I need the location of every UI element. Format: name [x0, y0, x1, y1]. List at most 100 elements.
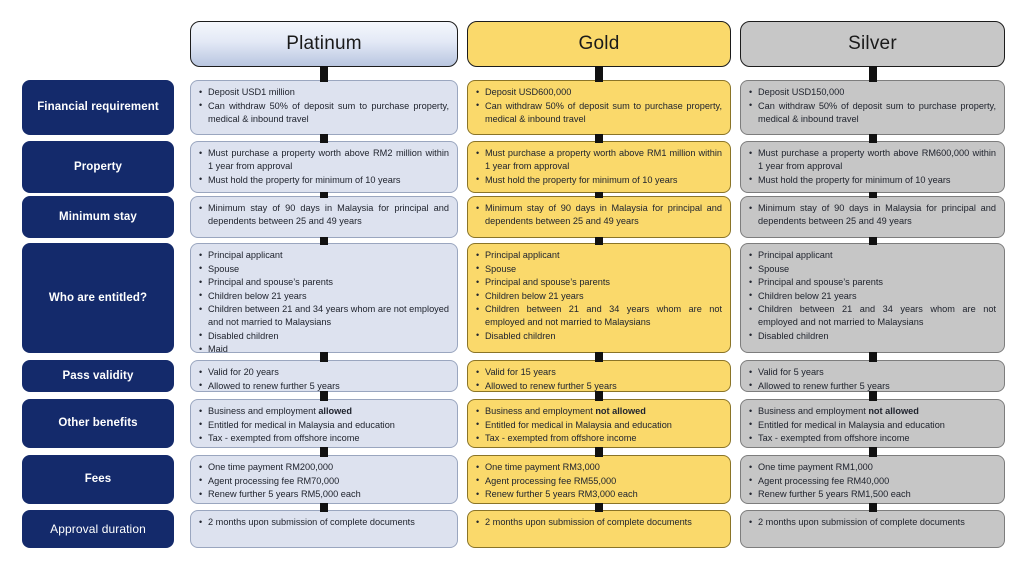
- row-label-1[interactable]: Property: [22, 141, 174, 193]
- row-label-text: Pass validity: [62, 369, 134, 382]
- connector-bar: [868, 237, 877, 245]
- cell-platinum-2[interactable]: Minimum stay of 90 days in Malaysia for …: [190, 196, 458, 238]
- row-label-6[interactable]: Fees: [22, 455, 174, 504]
- connector-bar: [868, 134, 877, 143]
- connector-bar: [868, 391, 877, 401]
- cell-platinum-1[interactable]: Must purchase a property worth above RM2…: [190, 141, 458, 193]
- bullet-list: Deposit USD1 millionCan withdraw 50% of …: [197, 85, 449, 126]
- row-label-5[interactable]: Other benefits: [22, 399, 174, 448]
- tier-header-label: Silver: [848, 33, 897, 54]
- connector-bar: [320, 237, 328, 245]
- bullet-item: Must purchase a property worth above RM1…: [474, 146, 722, 173]
- bullet-item: Must hold the property for minimum of 10…: [747, 173, 996, 187]
- row-label-text: Minimum stay: [59, 210, 137, 223]
- bullet-item: Can withdraw 50% of deposit sum to purch…: [474, 99, 722, 126]
- cell-gold-5[interactable]: Business and employment not allowedEntit…: [467, 399, 731, 448]
- row-label-4[interactable]: Pass validity: [22, 360, 174, 392]
- cell-gold-6[interactable]: One time payment RM3,000Agent processing…: [467, 455, 731, 504]
- cell-gold-3[interactable]: Principal applicantSpousePrincipal and s…: [467, 243, 731, 353]
- tier-header-label: Platinum: [286, 33, 362, 54]
- row-label-0[interactable]: Financial requirement: [22, 80, 174, 135]
- cell-platinum-4[interactable]: Valid for 20 yearsAllowed to renew furth…: [190, 360, 458, 392]
- row-label-text: Property: [73, 160, 123, 173]
- connector-bar: [595, 503, 603, 512]
- cell-silver-2[interactable]: Minimum stay of 90 days in Malaysia for …: [740, 196, 1005, 238]
- bullet-item: Entitled for medical in Malaysia and edu…: [474, 418, 722, 432]
- cell-platinum-3[interactable]: Principal applicantSpousePrincipal and s…: [190, 243, 458, 356]
- bullet-item: Children between 21 and 34 years whom ar…: [197, 303, 449, 329]
- connector-bar: [320, 192, 328, 198]
- bullet-list: One time payment RM3,000Agent processing…: [474, 460, 722, 502]
- bullet-item: Agent processing fee RM55,000: [474, 474, 722, 488]
- bullet-item: 2 months upon submission of complete doc…: [747, 515, 996, 529]
- bullet-item: Business and employment not allowed: [474, 404, 722, 418]
- cell-gold-1[interactable]: Must purchase a property worth above RM1…: [467, 141, 731, 193]
- cell-silver-6[interactable]: One time payment RM1,000Agent processing…: [740, 455, 1005, 504]
- bullet-item: Must purchase a property worth above RM2…: [197, 146, 449, 173]
- bullet-item: Entitled for medical in Malaysia and edu…: [747, 418, 996, 432]
- bullet-item: Agent processing fee RM40,000: [747, 474, 996, 488]
- connector-bar: [868, 503, 877, 512]
- cell-gold-0[interactable]: Deposit USD600,000Can withdraw 50% of de…: [467, 80, 731, 135]
- bullet-list: Minimum stay of 90 days in Malaysia for …: [474, 201, 722, 229]
- bullet-item: Must hold the property for minimum of 10…: [474, 173, 722, 187]
- bullet-item: Renew further 5 years RM3,000 each: [474, 488, 722, 501]
- bullet-item: Deposit USD1 million: [197, 85, 449, 99]
- bullet-item: Business and employment allowed: [197, 404, 449, 418]
- cell-silver-3[interactable]: Principal applicantSpousePrincipal and s…: [740, 243, 1005, 353]
- bullet-item: Spouse: [747, 262, 996, 276]
- connector-bar: [595, 134, 603, 143]
- cell-silver-5[interactable]: Business and employment not allowedEntit…: [740, 399, 1005, 448]
- tier-header-silver[interactable]: Silver: [740, 21, 1005, 67]
- bullet-item: Maid: [197, 343, 449, 356]
- tier-header-gold[interactable]: Gold: [467, 21, 731, 67]
- row-label-text: Financial requirement: [37, 101, 159, 114]
- cell-gold-2[interactable]: Minimum stay of 90 days in Malaysia for …: [467, 196, 731, 238]
- bullet-list: One time payment RM1,000Agent processing…: [747, 460, 996, 502]
- tier-header-platinum[interactable]: Platinum: [190, 21, 458, 67]
- bullet-item: Tax - exempted from offshore income: [197, 432, 449, 445]
- bullet-item: Disabled children: [197, 329, 449, 343]
- connector-bar: [595, 352, 603, 362]
- tier-header-label: Gold: [578, 33, 620, 54]
- bullet-list: Must purchase a property worth above RM2…: [197, 146, 449, 187]
- cell-platinum-0[interactable]: Deposit USD1 millionCan withdraw 50% of …: [190, 80, 458, 135]
- bullet-list: Must purchase a property worth above RM1…: [474, 146, 722, 187]
- cell-silver-4[interactable]: Valid for 5 yearsAllowed to renew furthe…: [740, 360, 1005, 392]
- connector-bar: [595, 391, 603, 401]
- bullet-list: Business and employment allowedEntitled …: [197, 404, 449, 446]
- connector-bar: [320, 447, 328, 457]
- cell-silver-0[interactable]: Deposit USD150,000Can withdraw 50% of de…: [740, 80, 1005, 135]
- cell-platinum-7[interactable]: 2 months upon submission of complete doc…: [190, 510, 458, 548]
- bullet-item: Valid for 5 years: [747, 365, 996, 379]
- bullet-item: Principal applicant: [197, 248, 449, 262]
- bullet-item: Minimum stay of 90 days in Malaysia for …: [747, 201, 996, 228]
- bullet-list: Business and employment not allowedEntit…: [474, 404, 722, 446]
- bullet-list: Principal applicantSpousePrincipal and s…: [474, 248, 722, 343]
- row-label-7[interactable]: Approval duration: [22, 510, 174, 548]
- bullet-item: Minimum stay of 90 days in Malaysia for …: [197, 201, 449, 228]
- cell-silver-1[interactable]: Must purchase a property worth above RM6…: [740, 141, 1005, 193]
- cell-gold-4[interactable]: Valid for 15 yearsAllowed to renew furth…: [467, 360, 731, 392]
- bullet-item: Allowed to renew further 5 years: [747, 379, 996, 393]
- bullet-list: Valid for 5 yearsAllowed to renew furthe…: [747, 365, 996, 393]
- bullet-item: Principal applicant: [747, 248, 996, 262]
- row-label-text: Fees: [84, 473, 112, 486]
- bullet-item: Disabled children: [474, 329, 722, 343]
- bullet-item: Renew further 5 years RM5,000 each: [197, 488, 449, 501]
- connector-bar: [595, 237, 603, 245]
- bullet-item: Business and employment not allowed: [747, 404, 996, 418]
- row-label-2[interactable]: Minimum stay: [22, 196, 174, 238]
- bullet-list: Business and employment not allowedEntit…: [747, 404, 996, 446]
- cell-gold-7[interactable]: 2 months upon submission of complete doc…: [467, 510, 731, 548]
- connector-bar: [320, 391, 328, 401]
- row-label-3[interactable]: Who are entitled?: [22, 243, 174, 353]
- cell-silver-7[interactable]: 2 months upon submission of complete doc…: [740, 510, 1005, 548]
- bullet-item: Can withdraw 50% of deposit sum to purch…: [197, 99, 449, 126]
- cell-platinum-6[interactable]: One time payment RM200,000Agent processi…: [190, 455, 458, 504]
- bullet-item: Must hold the property for minimum of 10…: [197, 173, 449, 187]
- bullet-item: Children between 21 and 34 years whom ar…: [474, 303, 722, 329]
- cell-platinum-5[interactable]: Business and employment allowedEntitled …: [190, 399, 458, 448]
- bullet-item: Tax - exempted from offshore income: [747, 432, 996, 445]
